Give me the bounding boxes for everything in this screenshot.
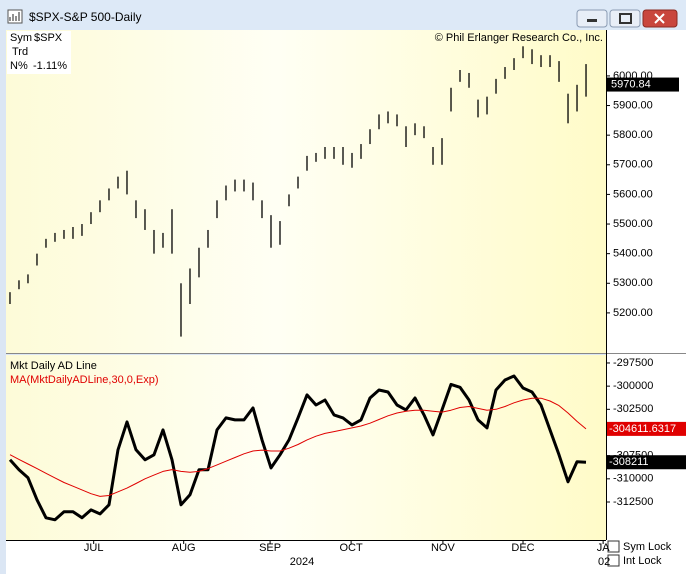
y-tick-label: 5800.00 — [613, 129, 653, 141]
info-label: Sym — [10, 32, 32, 44]
year-label: 2024 — [290, 556, 314, 568]
minimize-glyph — [587, 19, 597, 22]
series-line — [8, 374, 587, 522]
axis-area — [606, 30, 686, 540]
x-tick-label: SEP — [259, 542, 281, 554]
y-tick-label: 5200.00 — [613, 307, 653, 319]
last-price-label: 5970.84 — [611, 78, 651, 90]
info-label: Trd — [12, 46, 28, 58]
info-value: -1.11% — [33, 60, 67, 72]
last-value-label: -308211 — [609, 456, 649, 468]
y-tick-label: 5300.00 — [613, 277, 653, 289]
legend-entry: Mkt Daily AD Line — [10, 360, 97, 372]
maximize-button[interactable] — [609, 9, 641, 28]
copyright: © Phil Erlanger Research Co., Inc. — [435, 32, 603, 44]
y-tick-label: -297500 — [613, 357, 653, 369]
info-box — [7, 31, 71, 74]
info-label: N% — [10, 60, 28, 72]
y-tick-label: 5400.00 — [613, 248, 653, 260]
x-tick-label: JA — [597, 542, 611, 554]
last-value-box — [607, 455, 686, 470]
int-lock-checkbox[interactable] — [607, 554, 620, 567]
app-icon — [7, 9, 23, 24]
sym-lock-label: Sym Lock — [623, 541, 672, 553]
x-axis-area — [6, 540, 686, 574]
x-tick-label: NOV — [431, 542, 456, 554]
x-tick-label: AUG — [172, 542, 196, 554]
series-line — [9, 397, 587, 497]
maximize-glyph — [619, 13, 632, 24]
y-tick-label: -310000 — [613, 473, 653, 485]
legend-entry: MA(MktDailyADLine,30,0,Exp) — [10, 374, 159, 386]
y-tick-label: -300000 — [613, 380, 653, 392]
price-panel — [6, 30, 606, 353]
title-bar — [0, 0, 686, 30]
minimize-button[interactable] — [576, 9, 608, 28]
y-tick-label: 5900.00 — [613, 99, 653, 111]
last-value-box — [607, 421, 686, 436]
y-tick-label: -312500 — [613, 496, 653, 508]
info-value: $SPX — [34, 32, 63, 44]
close-glyph — [654, 13, 665, 24]
y-tick-label: -302500 — [613, 403, 653, 415]
y-tick-label: 5500.00 — [613, 218, 653, 230]
last-value-label: -304611.6317 — [609, 423, 676, 435]
int-lock-label: Int Lock — [623, 555, 662, 567]
last-price-box — [607, 77, 679, 92]
x-tick-label: OCT — [339, 542, 363, 554]
x-tick-label: DEC — [511, 542, 534, 554]
next-year-label: 02 — [598, 556, 610, 568]
app-icon-glyph — [9, 12, 20, 21]
x-tick-label: JUL — [84, 542, 104, 554]
y-tick-label: 5600.00 — [613, 188, 653, 200]
window-title: $SPX-S&P 500-Daily — [29, 10, 142, 24]
y-tick-label: 5700.00 — [613, 159, 653, 171]
sym-lock-checkbox[interactable] — [607, 540, 620, 553]
